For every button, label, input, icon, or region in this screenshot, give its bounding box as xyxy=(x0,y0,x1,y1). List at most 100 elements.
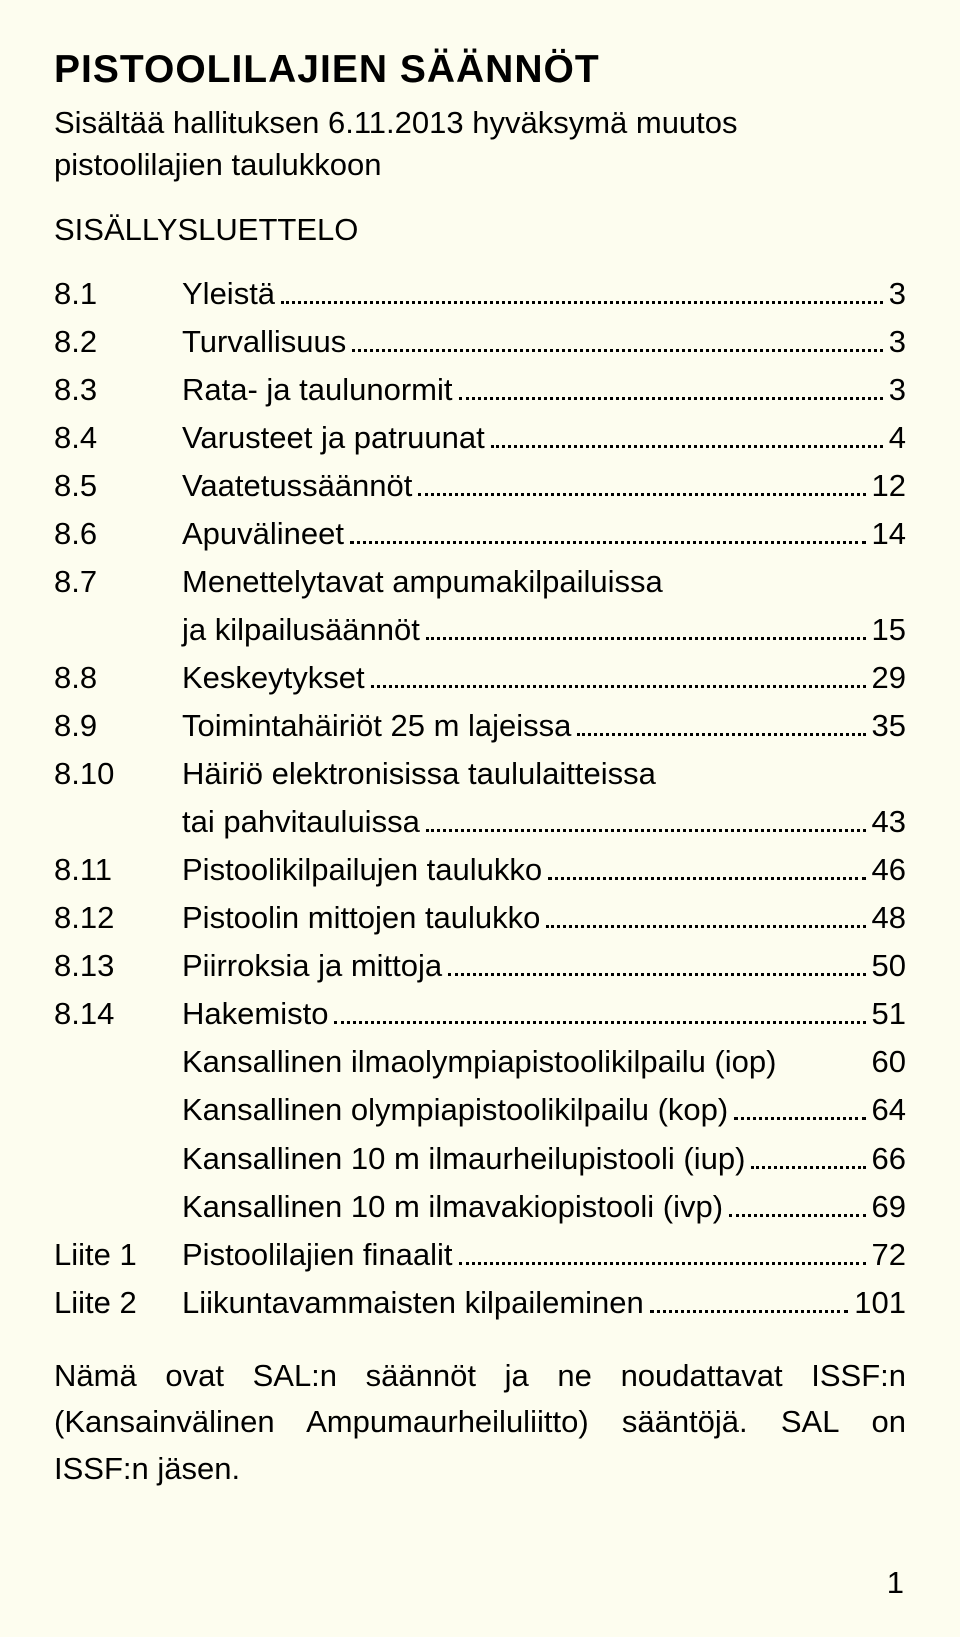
toc-row: 8.2Turvallisuus 3 xyxy=(54,318,906,366)
toc-leader-dots xyxy=(426,623,866,640)
toc-leader-dots xyxy=(734,1103,865,1120)
toc-number: 8.7 xyxy=(54,558,182,606)
toc-page: 66 xyxy=(872,1135,906,1183)
toc-label: Vaatetussäännöt xyxy=(182,462,412,510)
toc-page: 50 xyxy=(872,942,906,990)
toc-row: Kansallinen olympiapistoolikilpailu (kop… xyxy=(54,1086,906,1134)
toc-page: 69 xyxy=(872,1183,906,1231)
toc-page: 64 xyxy=(872,1086,906,1134)
toc-page: 43 xyxy=(872,798,906,846)
toc-leader-dots xyxy=(491,431,883,448)
toc-page: 35 xyxy=(872,702,906,750)
document-subtitle: Sisältää hallituksen 6.11.2013 hyväksymä… xyxy=(54,102,906,186)
toc-label: Keskeytykset xyxy=(182,654,365,702)
toc-label: Pistoolin mittojen taulukko xyxy=(182,894,540,942)
toc-leader-dots xyxy=(334,1007,865,1024)
toc-label: Häiriö elektronisissa taululaitteissa xyxy=(182,750,656,798)
toc-leader-dots xyxy=(281,287,883,304)
toc-row: 8.11Pistoolikilpailujen taulukko 46 xyxy=(54,846,906,894)
toc-label: Kansallinen olympiapistoolikilpailu (kop… xyxy=(182,1086,728,1134)
toc-leader-dots xyxy=(418,479,865,496)
toc-number: 8.13 xyxy=(54,942,182,990)
toc-leader-dots xyxy=(459,383,883,400)
toc-number: 8.11 xyxy=(54,846,182,894)
toc-row: 8.7Menettelytavat ampumakilpailuissa xyxy=(54,558,906,606)
toc-leader-dots xyxy=(459,1248,866,1265)
toc-number: Liite 1 xyxy=(54,1231,182,1279)
toc-number: 8.1 xyxy=(54,270,182,318)
toc-label: Pistoolilajien finaalit xyxy=(182,1231,453,1279)
toc-leader-dots xyxy=(577,719,865,736)
toc-label: Piirroksia ja mittoja xyxy=(182,942,442,990)
document-title: PISTOOLILAJIEN SÄÄNNÖT xyxy=(54,48,906,92)
toc-label: tai pahvitauluissa xyxy=(182,798,420,846)
toc-row: Kansallinen 10 m ilmavakiopistooli (ivp)… xyxy=(54,1183,906,1231)
toc-leader-dots xyxy=(729,1200,865,1217)
toc-page: 48 xyxy=(872,894,906,942)
toc-leader-dots xyxy=(650,1296,848,1313)
toc-page: 101 xyxy=(854,1279,906,1327)
toc-number: Liite 2 xyxy=(54,1279,182,1327)
toc-row: 8.8Keskeytykset 29 xyxy=(54,654,906,702)
toc-number: 8.9 xyxy=(54,702,182,750)
toc-page: 51 xyxy=(872,990,906,1038)
toc-row: Kansallinen ilmaolympiapistoolikilpailu … xyxy=(54,1038,906,1086)
toc-page: 3 xyxy=(889,318,906,366)
toc-page: 46 xyxy=(872,846,906,894)
toc-page: 60 xyxy=(872,1038,906,1086)
toc-leader-dots xyxy=(426,815,866,832)
toc-heading: SISÄLLYSLUETTELO xyxy=(54,212,906,248)
toc-page: 3 xyxy=(889,366,906,414)
toc-label: Pistoolikilpailujen taulukko xyxy=(182,846,542,894)
toc-page: 12 xyxy=(872,462,906,510)
toc-label: Hakemisto xyxy=(182,990,328,1038)
toc-page: 4 xyxy=(889,414,906,462)
toc-number: 8.10 xyxy=(54,750,182,798)
toc-page: 29 xyxy=(872,654,906,702)
toc-leader-dots xyxy=(371,671,866,688)
toc-number: 8.12 xyxy=(54,894,182,942)
toc-page: 15 xyxy=(872,606,906,654)
toc-row: 8.4Varusteet ja patruunat4 xyxy=(54,414,906,462)
toc-row: 8.12Pistoolin mittojen taulukko 48 xyxy=(54,894,906,942)
toc-row-cont: ja kilpailusäännöt 15 xyxy=(54,606,906,654)
toc-number: 8.14 xyxy=(54,990,182,1038)
toc-label: Toimintahäiriöt 25 m lajeissa xyxy=(182,702,571,750)
toc-label: Turvallisuus xyxy=(182,318,346,366)
toc-label: Apuvälineet xyxy=(182,510,344,558)
toc-row: Liite 1Pistoolilajien finaalit 72 xyxy=(54,1231,906,1279)
footer-note: Nämä ovat SAL:n säännöt ja ne noudattava… xyxy=(54,1353,906,1493)
toc-row: 8.14Hakemisto 51 xyxy=(54,990,906,1038)
toc-page: 14 xyxy=(872,510,906,558)
toc-row: 8.3Rata- ja taulunormit3 xyxy=(54,366,906,414)
toc-leader-dots xyxy=(548,863,865,880)
toc-label: Yleistä xyxy=(182,270,275,318)
toc-label: Kansallinen 10 m ilmavakiopistooli (ivp) xyxy=(182,1183,723,1231)
toc-label: Varusteet ja patruunat xyxy=(182,414,485,462)
toc-label: Kansallinen 10 m ilmaurheilupistooli (iu… xyxy=(182,1135,745,1183)
toc-row: 8.1Yleistä 3 xyxy=(54,270,906,318)
toc-leader-dots xyxy=(546,911,865,928)
toc-number: 8.2 xyxy=(54,318,182,366)
toc-row: 8.10Häiriö elektronisissa taululaitteiss… xyxy=(54,750,906,798)
toc-leader-dots xyxy=(448,959,865,976)
toc-label: Kansallinen ilmaolympiapistoolikilpailu … xyxy=(182,1038,776,1086)
toc-number: 8.3 xyxy=(54,366,182,414)
toc-page: 72 xyxy=(872,1231,906,1279)
table-of-contents: 8.1Yleistä38.2Turvallisuus38.3Rata- ja t… xyxy=(54,270,906,1327)
toc-leader-dots xyxy=(751,1151,865,1168)
toc-page: 3 xyxy=(889,270,906,318)
toc-number: 8.6 xyxy=(54,510,182,558)
toc-row: Kansallinen 10 m ilmaurheilupistooli (iu… xyxy=(54,1135,906,1183)
toc-number: 8.8 xyxy=(54,654,182,702)
toc-row: 8.5Vaatetussäännöt12 xyxy=(54,462,906,510)
toc-label: ja kilpailusäännöt xyxy=(182,606,420,654)
page-number: 1 xyxy=(887,1565,904,1601)
toc-row: 8.6Apuvälineet 14 xyxy=(54,510,906,558)
toc-row-cont: tai pahvitauluissa 43 xyxy=(54,798,906,846)
toc-row: Liite 2Liikuntavammaisten kilpaileminen 1… xyxy=(54,1279,906,1327)
toc-label: Menettelytavat ampumakilpailuissa xyxy=(182,558,663,606)
toc-label: Liikuntavammaisten kilpaileminen xyxy=(182,1279,644,1327)
toc-row: 8.13Piirroksia ja mittoja 50 xyxy=(54,942,906,990)
toc-row: 8.9Toimintahäiriöt 25 m lajeissa 35 xyxy=(54,702,906,750)
